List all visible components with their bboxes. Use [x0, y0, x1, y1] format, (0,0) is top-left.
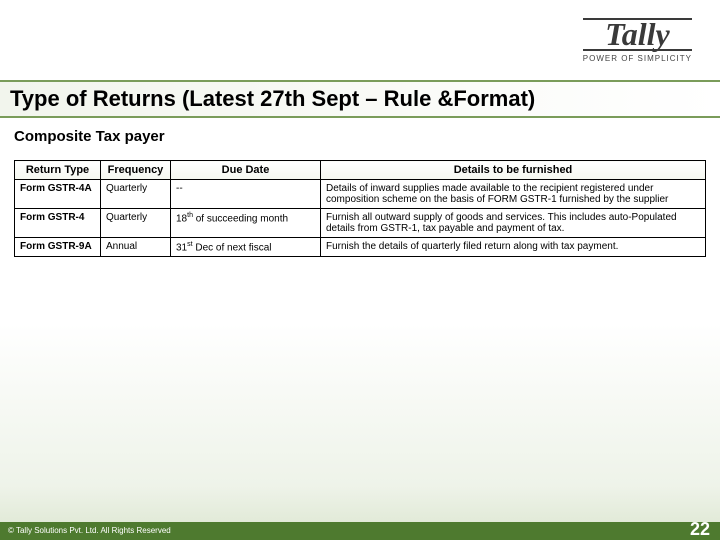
cell-frequency: Quarterly	[101, 209, 171, 238]
cell-details: Furnish the details of quarterly filed r…	[321, 238, 706, 257]
returns-table-wrap: Return Type Frequency Due Date Details t…	[14, 160, 706, 257]
cell-due-date: 31st Dec of next fiscal	[171, 238, 321, 257]
cell-frequency: Annual	[101, 238, 171, 257]
footer-bar: © Tally Solutions Pvt. Ltd. All Rights R…	[0, 522, 720, 540]
col-header: Frequency	[101, 161, 171, 180]
cell-details: Furnish all outward supply of goods and …	[321, 209, 706, 238]
cell-return-type: Form GSTR-4A	[15, 180, 101, 209]
table-row: Form GSTR-4AQuarterly--Details of inward…	[15, 180, 706, 209]
cell-frequency: Quarterly	[101, 180, 171, 209]
cell-return-type: Form GSTR-9A	[15, 238, 101, 257]
table-header-row: Return Type Frequency Due Date Details t…	[15, 161, 706, 180]
logo-brand: Tally	[583, 18, 692, 51]
col-header: Due Date	[171, 161, 321, 180]
col-header: Details to be furnished	[321, 161, 706, 180]
logo: Tally POWER OF SIMPLICITY	[583, 18, 692, 63]
copyright: © Tally Solutions Pvt. Ltd. All Rights R…	[8, 526, 171, 535]
cell-due-date: --	[171, 180, 321, 209]
title-bar: Type of Returns (Latest 27th Sept – Rule…	[0, 80, 720, 118]
logo-tagline: POWER OF SIMPLICITY	[583, 54, 692, 63]
table-row: Form GSTR-9AAnnual31st Dec of next fisca…	[15, 238, 706, 257]
subtitle: Composite Tax payer	[14, 128, 165, 145]
cell-details: Details of inward supplies made availabl…	[321, 180, 706, 209]
cell-due-date: 18th of succeeding month	[171, 209, 321, 238]
col-header: Return Type	[15, 161, 101, 180]
page-number: 22	[690, 520, 710, 538]
table-row: Form GSTR-4Quarterly18th of succeeding m…	[15, 209, 706, 238]
cell-return-type: Form GSTR-4	[15, 209, 101, 238]
returns-table: Return Type Frequency Due Date Details t…	[14, 160, 706, 257]
page-title: Type of Returns (Latest 27th Sept – Rule…	[10, 86, 710, 112]
